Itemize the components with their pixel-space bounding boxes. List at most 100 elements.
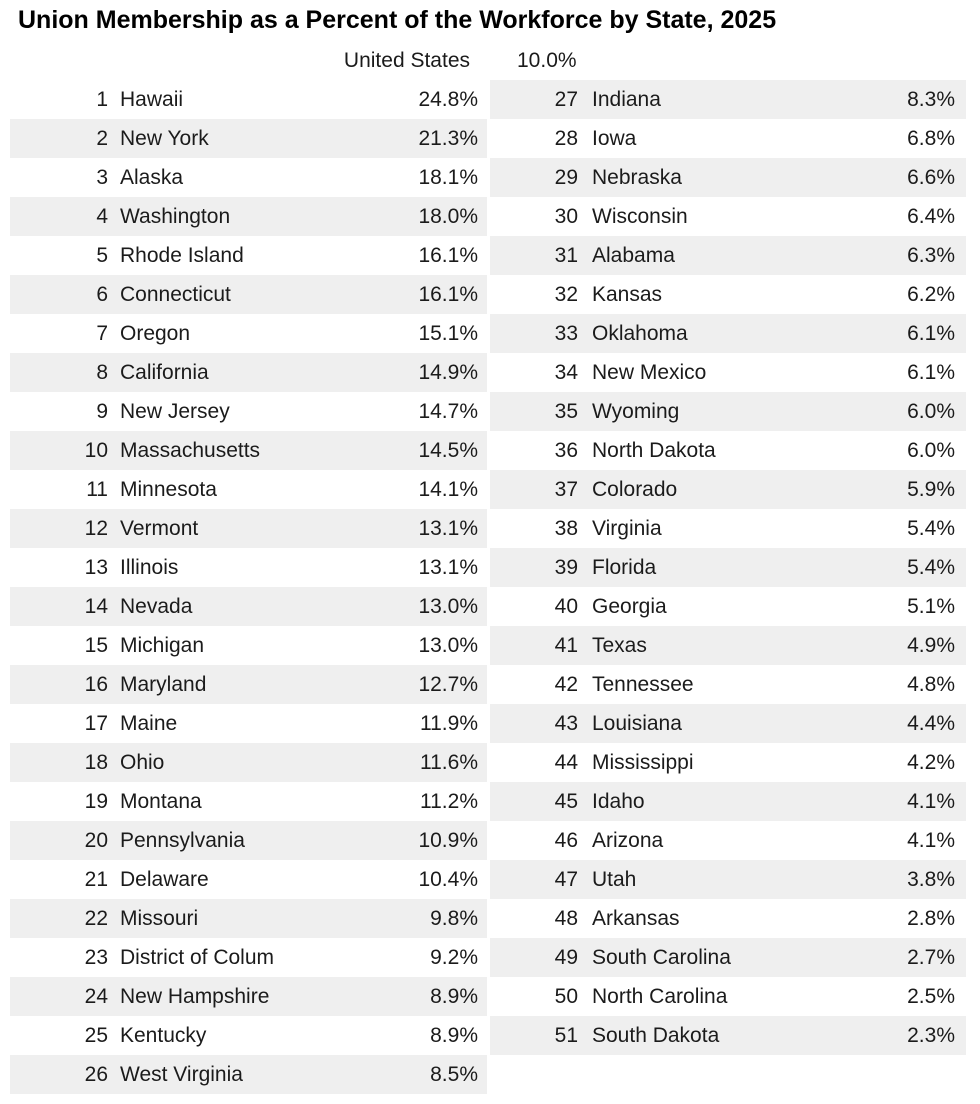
value-cell: 16.1% xyxy=(418,243,478,267)
state-cell: Alabama xyxy=(592,243,675,267)
rank-cell: 1 xyxy=(96,87,108,111)
rank-cell: 13 xyxy=(84,555,108,579)
value-cell: 8.3% xyxy=(907,87,955,111)
value-cell: 10.9% xyxy=(418,828,478,852)
value-cell: 11.2% xyxy=(420,789,478,813)
table-row: 6 Connecticut 16.1% xyxy=(10,275,487,314)
rank-cell: 10 xyxy=(84,438,108,462)
value-cell: 9.8% xyxy=(430,906,478,930)
state-cell: Georgia xyxy=(592,594,667,618)
value-cell: 14.1% xyxy=(418,477,478,501)
value-cell: 6.1% xyxy=(907,360,955,384)
table-row: 30 Wisconsin 6.4% xyxy=(490,197,966,236)
state-cell: Virginia xyxy=(592,516,662,540)
table-row: 2 New York 21.3% xyxy=(10,119,487,158)
value-cell: 14.5% xyxy=(418,438,478,462)
rank-cell: 4 xyxy=(96,204,108,228)
state-cell: New Hampshire xyxy=(120,984,270,1008)
state-cell: California xyxy=(120,360,209,384)
table-row: 33 Oklahoma 6.1% xyxy=(490,314,966,353)
state-cell: Ohio xyxy=(120,750,165,774)
table-row: 48 Arkansas 2.8% xyxy=(490,899,966,938)
table-row: 23 District of Colum 9.2% xyxy=(10,938,487,977)
rank-cell: 51 xyxy=(554,1023,578,1047)
table-row: 5 Rhode Island 16.1% xyxy=(10,236,487,275)
table-row: 16 Maryland 12.7% xyxy=(10,665,487,704)
value-cell: 8.9% xyxy=(430,984,478,1008)
state-cell: Colorado xyxy=(592,477,678,501)
value-cell: 10.4% xyxy=(418,867,478,891)
table-row: 37 Colorado 5.9% xyxy=(490,470,966,509)
value-cell: 6.0% xyxy=(907,438,955,462)
rank-cell: 35 xyxy=(554,399,578,423)
state-cell: Louisiana xyxy=(592,711,682,735)
state-cell: District of Colum xyxy=(120,945,275,969)
rank-cell: 27 xyxy=(554,87,578,111)
state-cell: Texas xyxy=(592,633,647,657)
table-row: 18 Ohio 11.6% xyxy=(10,743,487,782)
rank-cell: 3 xyxy=(96,165,108,189)
state-cell: Maine xyxy=(120,711,178,735)
rank-cell: 7 xyxy=(96,321,108,345)
table-row: 50 North Carolina 2.5% xyxy=(490,977,966,1016)
rank-cell: 39 xyxy=(554,555,578,579)
rank-cell: 16 xyxy=(84,672,108,696)
value-cell: 8.9% xyxy=(430,1023,478,1047)
state-cell: Nevada xyxy=(120,594,193,618)
rank-cell: 49 xyxy=(554,945,578,969)
table-row: 31 Alabama 6.3% xyxy=(490,236,966,275)
state-cell: Arkansas xyxy=(592,906,680,930)
state-cell: North Dakota xyxy=(592,438,716,462)
rank-cell: 25 xyxy=(84,1023,108,1047)
rank-cell: 2 xyxy=(96,126,108,150)
table-row: 24 New Hampshire 8.9% xyxy=(10,977,487,1016)
value-cell: 6.3% xyxy=(907,243,955,267)
value-cell: 6.8% xyxy=(907,126,955,150)
state-cell: Rhode Island xyxy=(120,243,244,267)
state-cell: Idaho xyxy=(592,789,645,813)
value-cell: 6.6% xyxy=(907,165,955,189)
rank-cell: 14 xyxy=(84,594,108,618)
rank-cell: 24 xyxy=(84,984,108,1008)
rank-cell: 40 xyxy=(554,594,578,618)
value-cell: 4.1% xyxy=(907,789,955,813)
rank-cell: 31 xyxy=(554,243,578,267)
value-cell: 12.7% xyxy=(418,672,478,696)
state-cell: South Carolina xyxy=(592,945,731,969)
state-cell: Missouri xyxy=(120,906,199,930)
value-cell: 24.8% xyxy=(418,87,478,111)
value-cell: 6.2% xyxy=(907,282,955,306)
rank-cell: 26 xyxy=(84,1062,108,1086)
state-cell: Mississippi xyxy=(592,750,694,774)
table-row: 11 Minnesota 14.1% xyxy=(10,470,487,509)
rank-cell: 47 xyxy=(554,867,578,891)
table-row: 44 Mississippi 4.2% xyxy=(490,743,966,782)
state-cell: Kentucky xyxy=(120,1023,207,1047)
table-row: 41 Texas 4.9% xyxy=(490,626,966,665)
state-cell: Kansas xyxy=(592,282,663,306)
value-cell: 4.9% xyxy=(907,633,955,657)
table-row: 15 Michigan 13.0% xyxy=(10,626,487,665)
table-row: 26 West Virginia 8.5% xyxy=(10,1055,487,1094)
rank-cell: 21 xyxy=(84,867,108,891)
value-cell: 2.3% xyxy=(907,1023,955,1047)
table-row: 34 New Mexico 6.1% xyxy=(490,353,966,392)
reference-row: United States 10.0% xyxy=(0,41,980,80)
value-cell: 13.1% xyxy=(418,516,478,540)
state-cell: Connecticut xyxy=(120,282,231,306)
reference-value: 10.0% xyxy=(517,49,577,72)
table-row: 10 Massachusetts 14.5% xyxy=(10,431,487,470)
state-cell: New Jersey xyxy=(120,399,230,423)
value-cell: 2.7% xyxy=(907,945,955,969)
table-row: 19 Montana 11.2% xyxy=(10,782,487,821)
value-cell: 21.3% xyxy=(418,126,478,150)
table-row: 43 Louisiana 4.4% xyxy=(490,704,966,743)
table-row: 51 South Dakota 2.3% xyxy=(490,1016,966,1055)
value-cell: 6.0% xyxy=(907,399,955,423)
rank-cell: 45 xyxy=(554,789,578,813)
value-cell: 5.9% xyxy=(907,477,955,501)
state-cell: Florida xyxy=(592,555,657,579)
state-cell: Michigan xyxy=(120,633,205,657)
value-cell: 14.7% xyxy=(418,399,478,423)
